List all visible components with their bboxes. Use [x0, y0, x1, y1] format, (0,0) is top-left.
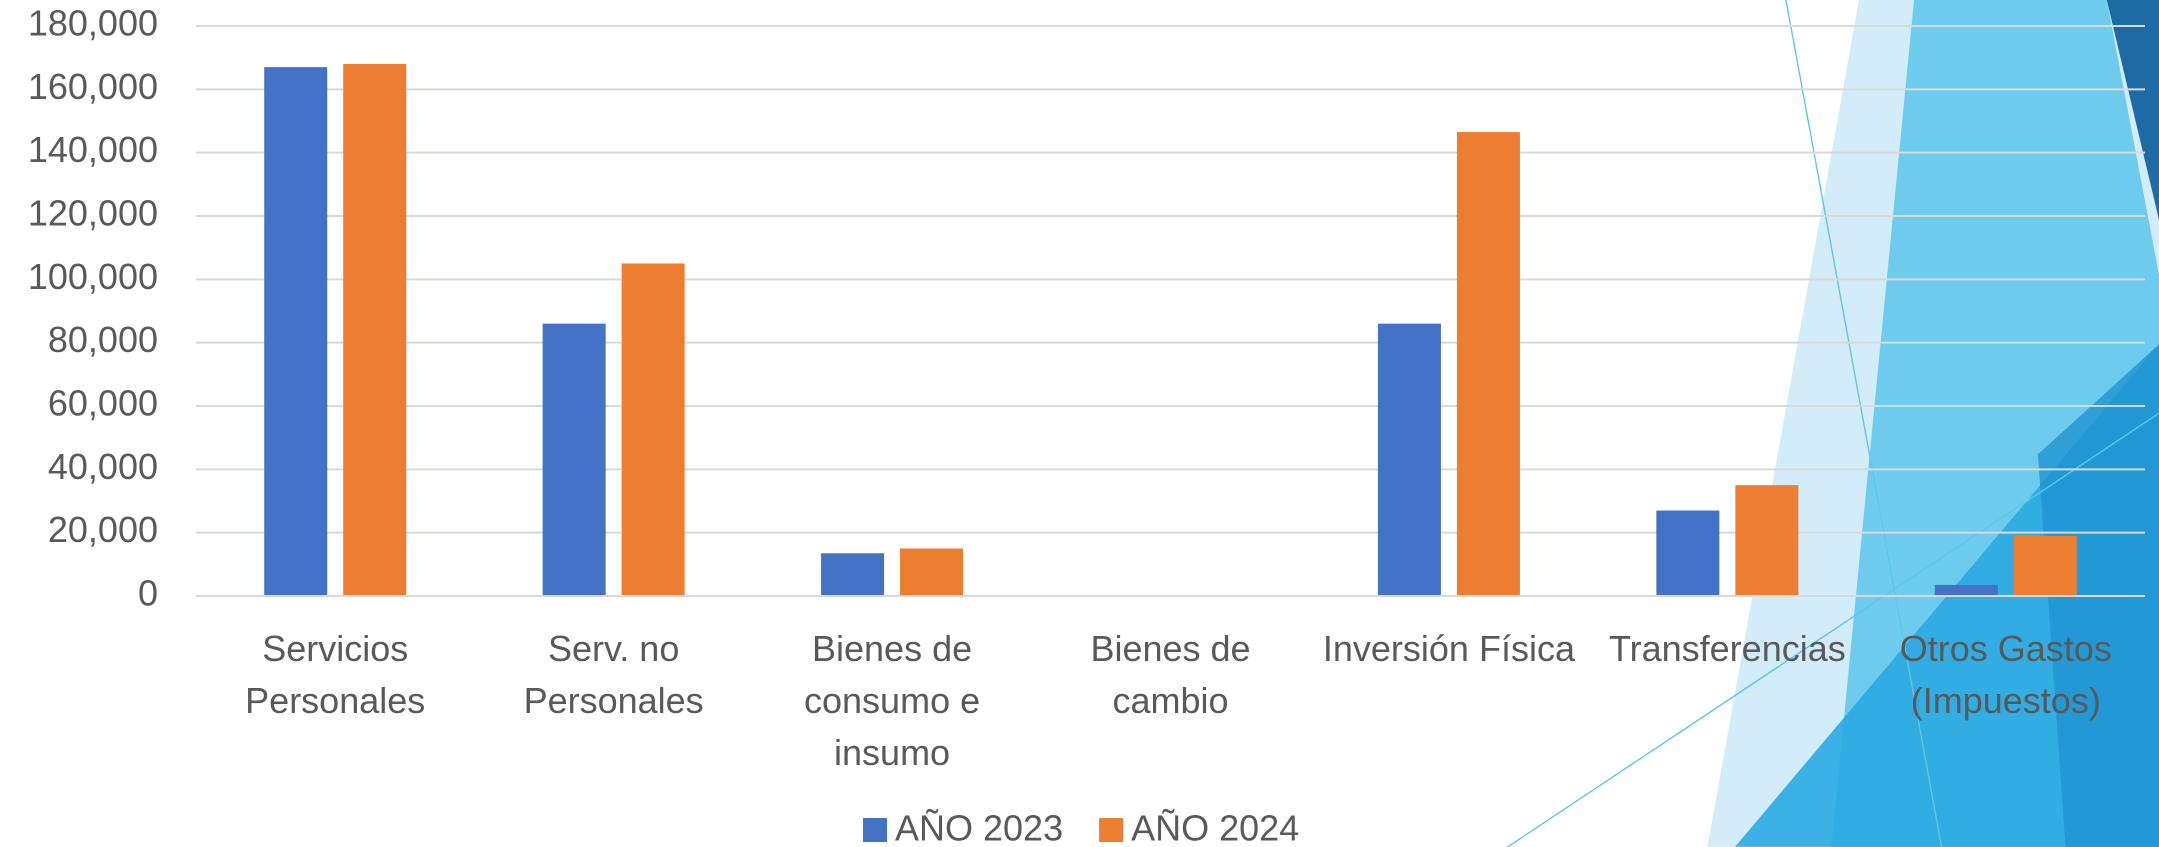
y-tick-label: 40,000: [48, 446, 158, 487]
bar: [343, 64, 406, 596]
legend-label: AÑO 2024: [1131, 808, 1299, 847]
bar: [1935, 585, 1998, 596]
bar: [900, 549, 963, 597]
bar: [1378, 324, 1441, 596]
bar: [2014, 536, 2077, 596]
y-tick-label: 0: [138, 573, 158, 614]
bar: [1457, 132, 1520, 596]
legend-label: AÑO 2023: [895, 808, 1063, 847]
y-tick-label: 160,000: [28, 66, 158, 107]
legend-swatch: [1099, 818, 1123, 842]
chart: 0 20,000 40,000 60,000 80,000 100,000 120,000 1…: [0, 0, 2159, 847]
bar: [543, 324, 606, 596]
y-tick-label: 80,000: [48, 319, 158, 360]
x-tick-label: Transferencias: [1609, 628, 1846, 669]
y-tick-label: 140,000: [28, 129, 158, 170]
y-tick-label: 120,000: [28, 193, 158, 234]
bar: [821, 553, 884, 596]
legend-swatch: [863, 818, 887, 842]
bar: [1735, 485, 1798, 596]
legend: AÑO 2023 AÑO 2024: [863, 808, 1299, 847]
y-tick-label: 60,000: [48, 383, 158, 424]
y-tick-label: 180,000: [28, 3, 158, 44]
y-tick-label: 100,000: [28, 256, 158, 297]
y-tick-label: 20,000: [48, 509, 158, 550]
bar: [622, 264, 685, 597]
x-tick-label: Inversión Física: [1323, 628, 1576, 669]
bar: [1656, 511, 1719, 597]
bar: [264, 67, 327, 596]
